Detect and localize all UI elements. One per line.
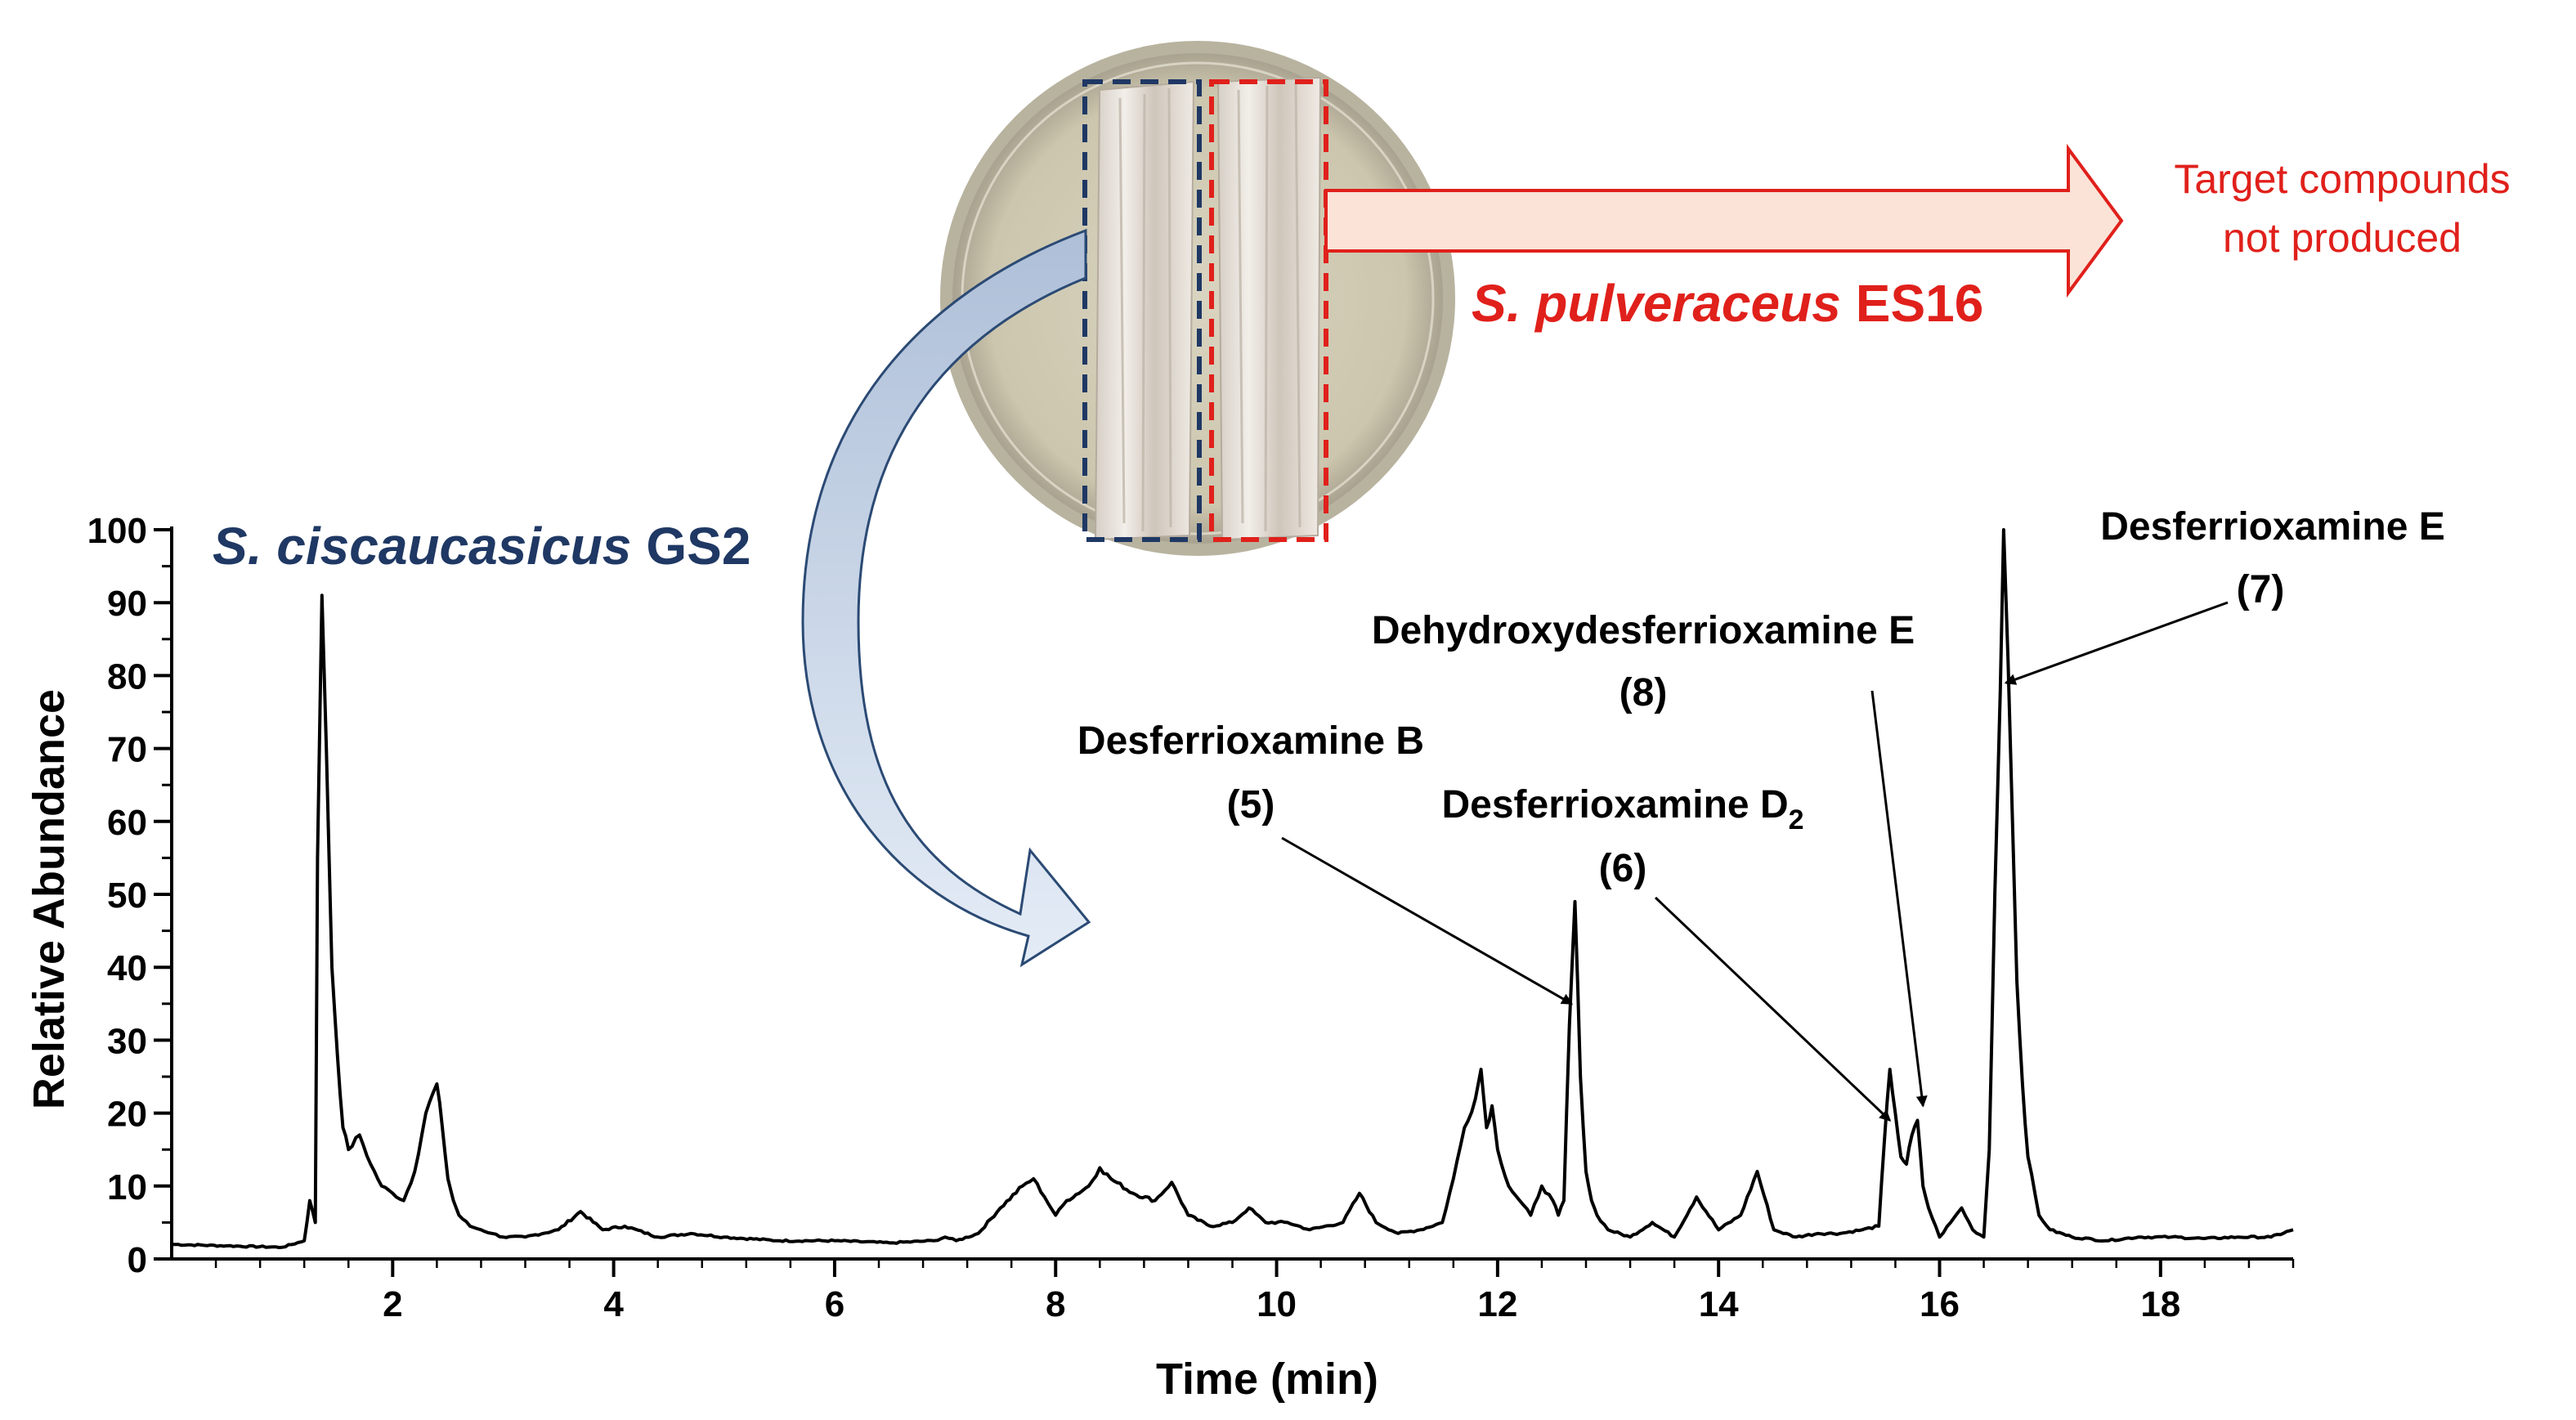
x-tick-label: 14 <box>1699 1284 1739 1324</box>
compound-arrow <box>2004 601 2229 685</box>
x-tick-label: 10 <box>1257 1284 1297 1324</box>
chromatogram: 0 10 20 30 40 50 60 70 80 90 100 2 4 6 8 10 12 14 16 18 Tim… <box>25 505 2445 1404</box>
gs2-dashed-box <box>1082 79 1202 542</box>
y-tick-label: 0 <box>128 1240 147 1280</box>
y-tick-label: 10 <box>107 1167 147 1207</box>
petri-dish <box>940 41 1455 556</box>
y-tick-label: 50 <box>107 876 147 916</box>
es16-dashed-box <box>1209 79 1328 542</box>
plate-species: S. pulveraceus <box>1472 274 1841 333</box>
compound-label: Desferrioxamine D2 <box>1441 783 1803 835</box>
compound-label-subscript: 2 <box>1789 804 1804 835</box>
compound-label: Desferrioxamine B <box>1077 719 1424 763</box>
ticks: 0 10 20 30 40 50 60 70 80 90 100 2 4 6 8 10 12 14 16 18 <box>87 511 2295 1324</box>
y-tick-label: 20 <box>107 1095 147 1135</box>
compound-arrow <box>1870 690 1928 1108</box>
chromatogram-trace <box>171 528 2294 1249</box>
y-tick-label: 30 <box>107 1021 147 1061</box>
compound-number: (5) <box>1227 783 1275 826</box>
not-produced-arrow <box>1324 143 2124 298</box>
y-axis-label: Relative Abundance <box>25 689 74 1109</box>
x-tick-label: 18 <box>2140 1284 2180 1324</box>
y-tick-label: 70 <box>107 730 147 770</box>
compound-number: (6) <box>1599 847 1647 890</box>
axes <box>170 526 2293 1261</box>
compound-arrow <box>1654 896 1892 1122</box>
plate-strain-label: S. pulveraceus ES16 <box>1472 274 1983 333</box>
x-tick-label: 2 <box>383 1284 402 1324</box>
y-tick-label: 80 <box>107 656 147 697</box>
y-tick-label: 90 <box>107 584 147 624</box>
target-note-line1: Target compounds <box>2174 156 2510 202</box>
series-species: S. ciscaucasicus <box>213 517 631 576</box>
x-axis-label: Time (min) <box>1156 1355 1378 1404</box>
compound-label: Desferrioxamine E <box>2100 505 2445 549</box>
compound-label: Dehydroxydesferrioxamine E <box>1372 609 1915 652</box>
x-tick-label: 8 <box>1046 1284 1065 1324</box>
compound-number: (7) <box>2237 568 2285 611</box>
y-tick-label: 40 <box>107 948 147 988</box>
x-tick-label: 12 <box>1477 1284 1517 1324</box>
compound-arrow <box>1281 836 1574 1006</box>
annotations: Desferrioxamine B (5) Desferrioxamine D2 (6… <box>1077 505 2445 1122</box>
series-strain: GS2 <box>646 517 750 576</box>
plate-strain: ES16 <box>1856 274 1984 333</box>
compound-number: (8) <box>1620 671 1668 714</box>
x-tick-label: 16 <box>1920 1284 1960 1324</box>
es16-streak <box>1216 76 1322 541</box>
y-tick-label: 60 <box>107 803 147 843</box>
x-tick-label: 6 <box>825 1284 844 1324</box>
curved-arrow <box>801 228 1091 968</box>
y-tick-label: 100 <box>87 511 147 551</box>
series-strain-label: S. ciscaucasicus GS2 <box>213 517 750 576</box>
x-tick-label: 4 <box>603 1284 624 1324</box>
target-note-line2: not produced <box>2223 215 2462 261</box>
